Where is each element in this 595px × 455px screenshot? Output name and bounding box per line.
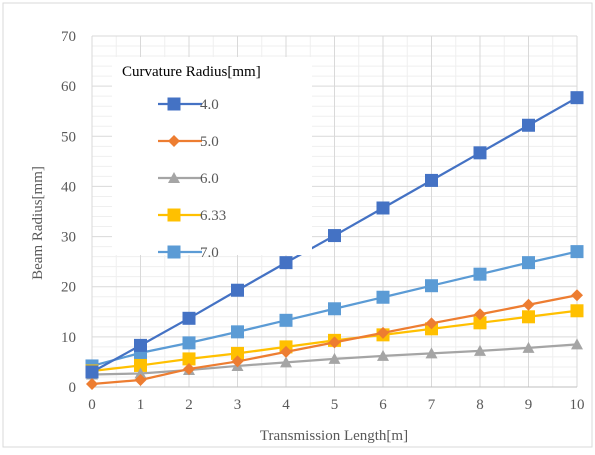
data-point — [328, 229, 341, 243]
data-point — [134, 367, 147, 379]
data-point — [376, 201, 390, 215]
series-layer — [85, 91, 584, 390]
data-point — [279, 313, 293, 327]
data-point — [425, 317, 438, 330]
legend: Curvature Radius[mm] 4.0 5.0 6.0 6.33 7.0 — [112, 57, 312, 261]
data-point — [134, 373, 147, 386]
legend-entry: 4.0 — [158, 97, 219, 113]
series-7.0 — [85, 245, 584, 373]
legend-label: 6.33 — [200, 208, 226, 224]
y-tick-label: 40 — [61, 179, 76, 195]
legend-entry: 5.0 — [158, 134, 219, 150]
data-point — [425, 173, 438, 187]
data-point — [522, 298, 535, 311]
data-point — [570, 245, 584, 259]
data-point — [473, 267, 487, 281]
y-tick-label: 10 — [61, 330, 76, 346]
y-tick-label: 60 — [61, 79, 76, 95]
y-tick-label: 20 — [61, 280, 76, 296]
legend-label: 5.0 — [200, 134, 219, 150]
data-point — [182, 336, 196, 350]
x-axis-title: Transmission Length[m] — [260, 428, 408, 444]
x-tick-label: 9 — [525, 397, 533, 413]
series-4.0 — [85, 91, 584, 379]
data-point — [328, 302, 341, 316]
legend-background — [112, 57, 312, 255]
data-point — [376, 290, 390, 304]
series-5.0 — [86, 289, 583, 390]
data-point — [474, 308, 486, 321]
data-point — [522, 310, 535, 324]
data-point — [474, 344, 486, 356]
data-point — [182, 311, 196, 325]
data-point — [134, 358, 147, 372]
data-point — [280, 345, 292, 358]
data-point — [571, 338, 583, 350]
legend-entry: 6.0 — [158, 171, 219, 187]
legend-label: 6.0 — [200, 171, 219, 187]
data-point — [182, 352, 196, 366]
x-tick-label: 10 — [570, 397, 585, 413]
data-point — [231, 325, 244, 339]
data-point — [522, 118, 535, 132]
data-point — [377, 326, 389, 339]
data-point — [328, 352, 341, 364]
data-point — [86, 377, 98, 390]
legend-swatch-marker — [167, 245, 181, 259]
legend-swatch-marker — [168, 172, 180, 183]
data-point — [570, 91, 584, 105]
legend-label: 4.0 — [200, 97, 219, 113]
legend-title: Curvature Radius[mm] — [122, 64, 261, 80]
legend-entry: 6.33 — [158, 208, 226, 224]
legend-entry: 7.0 — [158, 245, 219, 261]
axes: 0 1 2 3 4 5 6 7 8 9 10 0 10 20 30 40 50 60 70 — [61, 29, 585, 413]
legend-swatch-marker — [167, 97, 181, 111]
data-point — [522, 256, 535, 270]
data-point — [85, 365, 99, 379]
data-point — [231, 355, 244, 368]
x-tick-label: 7 — [428, 397, 436, 413]
x-tick-label: 6 — [379, 397, 387, 413]
y-tick-label: 30 — [61, 230, 76, 246]
x-tick-label: 2 — [185, 397, 193, 413]
y-tick-label: 50 — [61, 129, 76, 145]
data-point — [231, 283, 244, 297]
data-point — [231, 346, 244, 360]
x-tick-label: 1 — [137, 397, 145, 413]
data-point — [280, 356, 292, 368]
data-point — [522, 341, 535, 353]
data-point — [570, 304, 584, 318]
legend-swatch-marker — [168, 135, 180, 147]
x-tick-label: 4 — [282, 397, 290, 413]
data-point — [473, 316, 487, 330]
x-tick-label: 3 — [234, 397, 242, 413]
y-axis-title: Beam Radius[mm] — [30, 166, 46, 280]
y-tick-label: 0 — [69, 380, 77, 396]
data-point — [571, 289, 583, 302]
data-point — [183, 362, 195, 375]
data-point — [473, 146, 487, 160]
data-point — [134, 338, 147, 352]
x-tick-label: 0 — [88, 397, 96, 413]
y-tick-label: 70 — [61, 29, 76, 45]
data-point — [279, 256, 293, 270]
data-point — [328, 336, 341, 349]
data-point — [425, 279, 438, 293]
x-tick-label: 8 — [476, 397, 484, 413]
data-point — [425, 347, 438, 359]
data-point — [377, 349, 389, 361]
legend-label: 7.0 — [200, 245, 219, 261]
x-tick-label: 5 — [331, 397, 339, 413]
legend-swatch-marker — [167, 208, 181, 222]
